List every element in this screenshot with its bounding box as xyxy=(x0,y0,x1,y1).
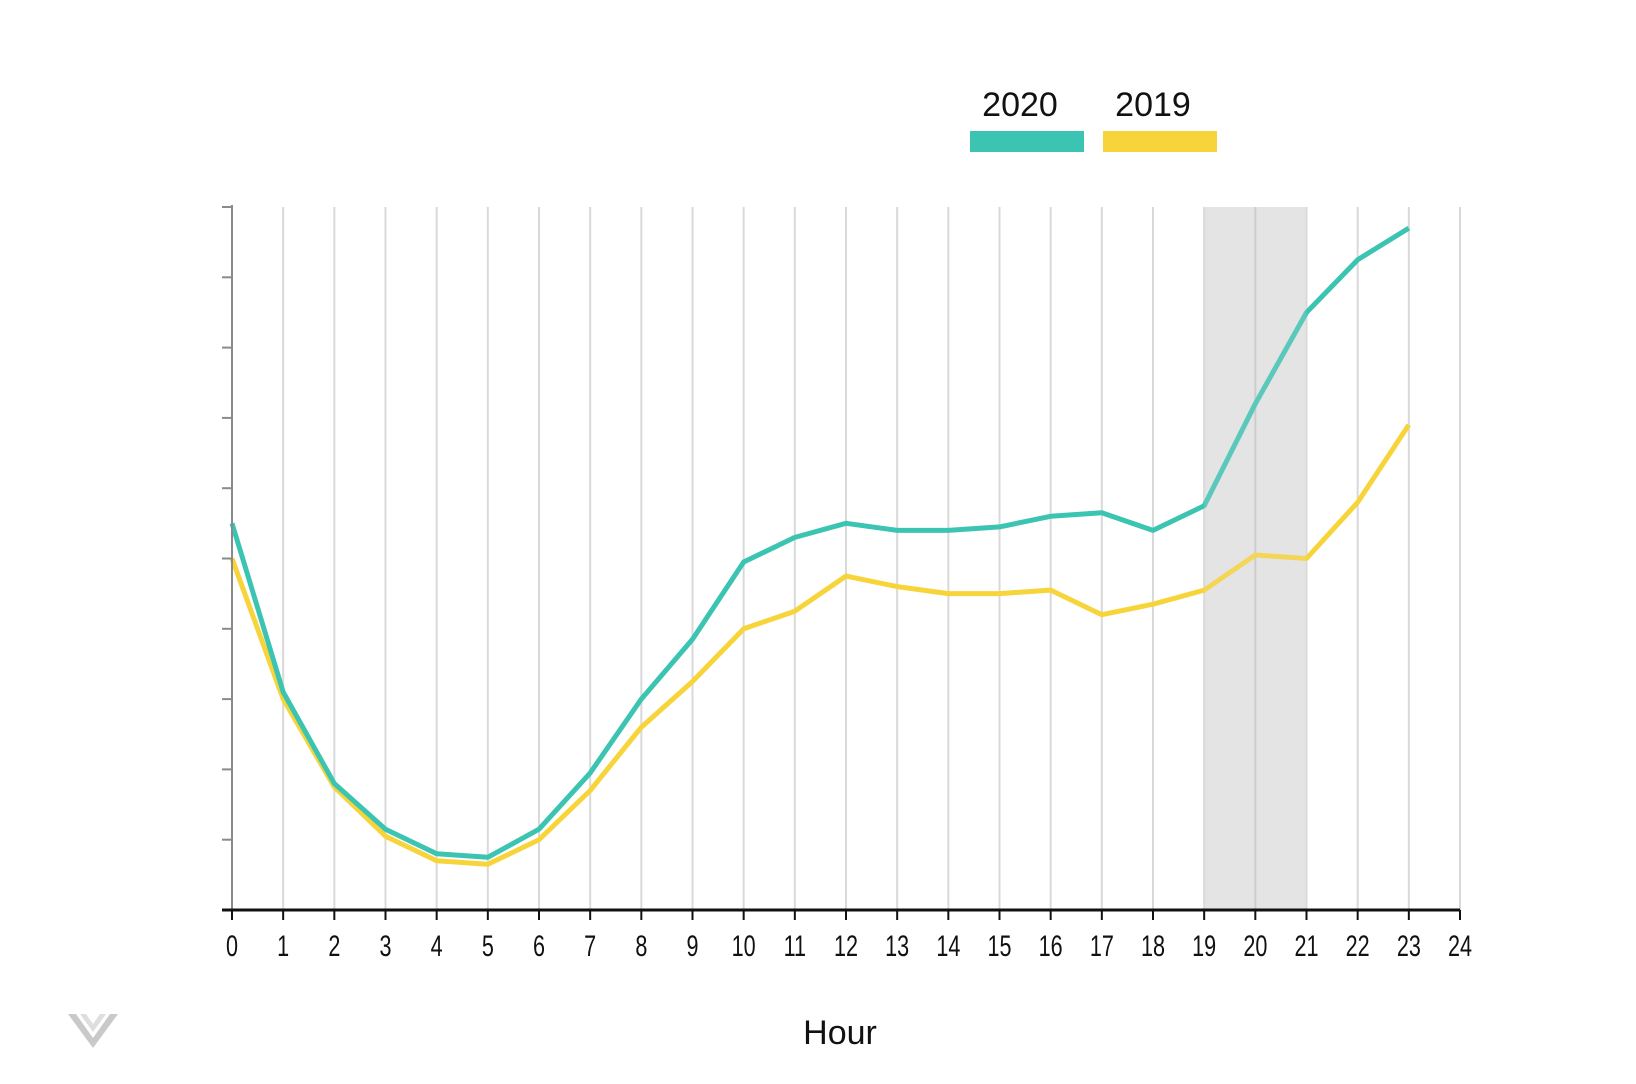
x-tick-label: 20 xyxy=(1243,928,1267,962)
x-tick-label: 9 xyxy=(686,928,698,962)
legend-item-2019: 2019 xyxy=(1103,86,1217,152)
x-tick-label: 8 xyxy=(635,928,647,962)
x-tick-label: 11 xyxy=(784,928,806,962)
series-line-2020 xyxy=(229,225,1411,860)
brand-logo-icon xyxy=(68,1014,118,1048)
legend-label: 2020 xyxy=(982,86,1058,124)
legend: 2020 2019 xyxy=(970,86,1217,152)
legend-swatch xyxy=(1103,131,1217,152)
axes-layer xyxy=(222,205,1461,920)
series-line-2019 xyxy=(229,423,1411,867)
x-tick-label: 10 xyxy=(732,928,756,962)
x-tick-label: 13 xyxy=(885,928,909,962)
x-tick-label: 15 xyxy=(987,928,1011,962)
x-tick-label: 16 xyxy=(1039,928,1063,962)
highlight-region-overlay xyxy=(1204,207,1307,910)
x-tick-label: 19 xyxy=(1192,928,1216,962)
x-tick-label: 21 xyxy=(1294,928,1318,962)
series-layer xyxy=(229,207,1411,910)
x-tick-label: 24 xyxy=(1448,928,1472,962)
legend-label: 2019 xyxy=(1115,86,1191,124)
x-tick-label: 3 xyxy=(379,928,391,962)
x-tick-label: 23 xyxy=(1397,928,1421,962)
x-tick-label: 7 xyxy=(584,928,596,962)
x-tick-labels: 0 1 2 3 4 5 6 7 8 9 10 11 12 13 14 15 16 17 18 19 20 21 22 23 24 xyxy=(226,928,1472,962)
x-tick-label: 0 xyxy=(226,928,238,962)
x-axis-title: Hour xyxy=(803,1014,877,1052)
x-tick-label: 6 xyxy=(533,928,545,962)
legend-swatch xyxy=(970,131,1084,152)
x-tick-label: 14 xyxy=(936,928,960,962)
x-tick-label: 1 xyxy=(277,928,289,962)
x-tick-label: 5 xyxy=(482,928,494,962)
x-tick-label: 22 xyxy=(1346,928,1370,962)
x-tick-label: 4 xyxy=(431,928,443,962)
legend-item-2020: 2020 xyxy=(970,86,1084,152)
x-tick-label: 17 xyxy=(1090,928,1114,962)
x-tick-label: 2 xyxy=(328,928,340,962)
vertical-grid-layer xyxy=(282,207,1461,910)
x-tick-label: 18 xyxy=(1141,928,1165,962)
x-tick-label: 12 xyxy=(834,928,858,962)
